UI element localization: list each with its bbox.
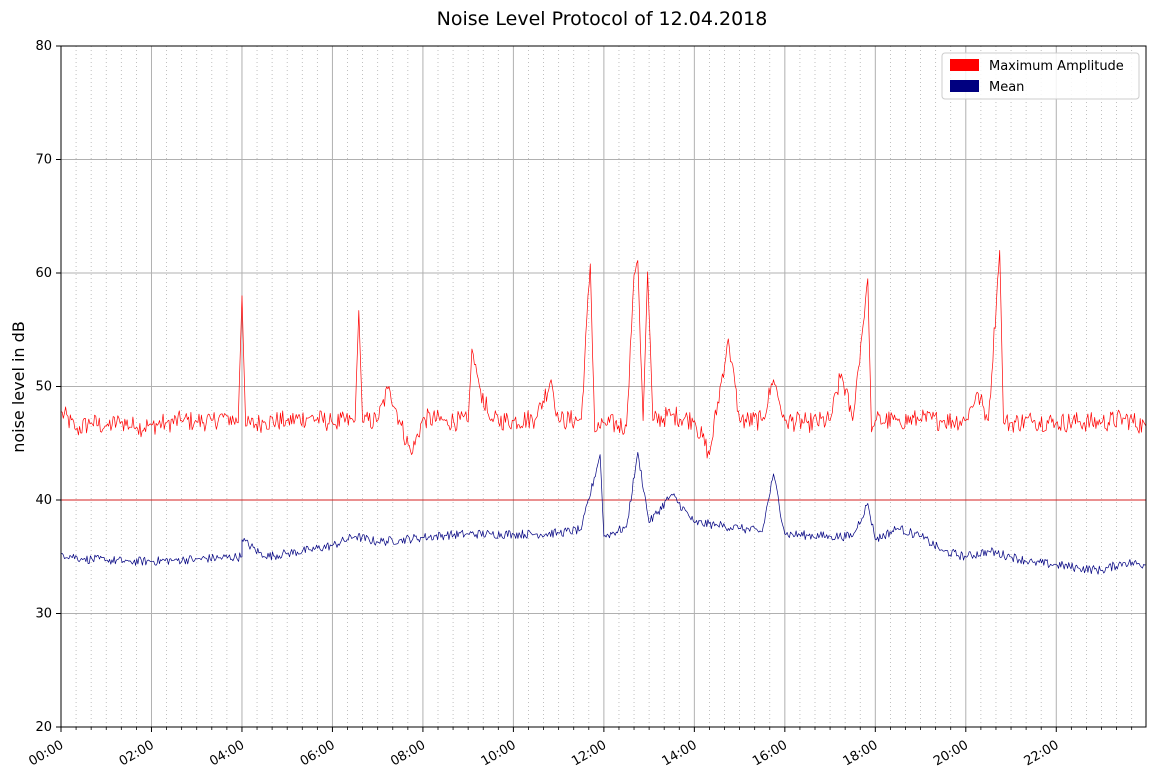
- y-tick-label: 30: [35, 607, 52, 622]
- x-tick-label: 04:00: [207, 738, 247, 770]
- legend-swatch-max: [950, 59, 979, 71]
- x-tick-label: 16:00: [750, 738, 790, 770]
- series-line-mean: [60, 451, 1147, 575]
- x-tick-label: 02:00: [117, 738, 157, 770]
- series-layer: [60, 249, 1147, 575]
- y-tick-label: 40: [35, 493, 52, 508]
- x-tick-label: 22:00: [1022, 738, 1062, 770]
- x-tick-label: 14:00: [660, 738, 700, 770]
- x-tick-label: 06:00: [298, 738, 338, 770]
- x-tick-label: 20:00: [931, 738, 971, 770]
- y-tick-label: 50: [35, 380, 52, 395]
- x-tick-label: 08:00: [388, 738, 428, 770]
- legend-swatch-mean: [950, 80, 979, 92]
- x-tick-label: 18:00: [841, 738, 881, 770]
- y-tick-label: 70: [35, 153, 52, 168]
- x-tick-label: 10:00: [479, 738, 519, 770]
- x-tick-label: 00:00: [26, 738, 66, 770]
- series-line-maximum-amplitude: [60, 249, 1147, 459]
- legend-label-max: Maximum Amplitude: [989, 59, 1124, 74]
- chart-title: Noise Level Protocol of 12.04.2018: [437, 8, 768, 30]
- y-axis-label: noise level in dB: [9, 321, 28, 453]
- legend-box: [941, 52, 1140, 100]
- y-tick-label: 20: [35, 720, 52, 735]
- y-tick-label: 60: [35, 266, 52, 281]
- legend: Maximum Amplitude Mean: [941, 52, 1140, 100]
- major-grid: [60, 45, 1146, 728]
- y-tick-label: 80: [35, 39, 52, 54]
- legend-label-mean: Mean: [989, 80, 1024, 95]
- x-tick-label: 12:00: [569, 738, 609, 770]
